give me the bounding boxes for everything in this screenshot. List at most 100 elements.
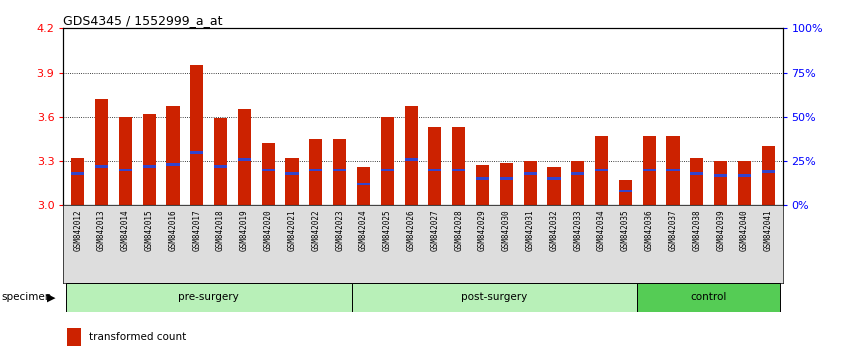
Bar bbox=[404, 107, 418, 205]
Bar bbox=[310, 139, 322, 205]
Text: GDS4345 / 1552999_a_at: GDS4345 / 1552999_a_at bbox=[63, 14, 223, 27]
Bar bbox=[428, 169, 442, 171]
Text: GSM842021: GSM842021 bbox=[288, 209, 297, 251]
Bar bbox=[118, 117, 132, 205]
Bar bbox=[690, 172, 703, 175]
Bar bbox=[476, 177, 489, 180]
Bar bbox=[214, 165, 228, 168]
Bar bbox=[285, 158, 299, 205]
Bar bbox=[143, 165, 156, 168]
Text: GSM842025: GSM842025 bbox=[382, 209, 392, 251]
Text: GSM842024: GSM842024 bbox=[359, 209, 368, 251]
Text: GSM842013: GSM842013 bbox=[97, 209, 106, 251]
Text: GSM842020: GSM842020 bbox=[264, 209, 272, 251]
Text: GSM842026: GSM842026 bbox=[407, 209, 415, 251]
Bar bbox=[452, 127, 465, 205]
Bar bbox=[714, 174, 728, 177]
Text: GSM842037: GSM842037 bbox=[668, 209, 678, 251]
Bar bbox=[190, 151, 203, 154]
Bar bbox=[167, 107, 179, 205]
Text: GSM842033: GSM842033 bbox=[574, 209, 582, 251]
Bar bbox=[381, 117, 394, 205]
Bar bbox=[261, 169, 275, 171]
Text: GSM842030: GSM842030 bbox=[502, 209, 511, 251]
Text: GSM842034: GSM842034 bbox=[597, 209, 606, 251]
Bar bbox=[571, 161, 585, 205]
Bar bbox=[618, 190, 632, 193]
Text: GSM842012: GSM842012 bbox=[74, 209, 82, 251]
Text: GSM842028: GSM842028 bbox=[454, 209, 464, 251]
Bar bbox=[547, 167, 561, 205]
Text: GSM842029: GSM842029 bbox=[478, 209, 487, 251]
Text: GSM842040: GSM842040 bbox=[740, 209, 749, 251]
Bar bbox=[238, 109, 251, 205]
Text: GSM842016: GSM842016 bbox=[168, 209, 178, 251]
Bar bbox=[667, 169, 679, 171]
Text: GSM842014: GSM842014 bbox=[121, 209, 129, 251]
Bar bbox=[643, 169, 656, 171]
Bar bbox=[333, 169, 346, 171]
Bar bbox=[71, 172, 85, 175]
Bar bbox=[618, 180, 632, 205]
Bar bbox=[595, 136, 608, 205]
Bar bbox=[667, 136, 679, 205]
Bar bbox=[357, 167, 370, 205]
Text: pre-surgery: pre-surgery bbox=[179, 292, 239, 302]
Bar bbox=[500, 162, 513, 205]
Text: GSM842027: GSM842027 bbox=[431, 209, 439, 251]
Bar bbox=[261, 143, 275, 205]
Text: GSM842022: GSM842022 bbox=[311, 209, 321, 251]
Bar bbox=[476, 166, 489, 205]
Bar bbox=[738, 174, 751, 177]
Bar bbox=[352, 283, 637, 312]
Bar bbox=[167, 163, 179, 166]
Bar bbox=[285, 172, 299, 175]
Bar bbox=[95, 99, 108, 205]
Text: GSM842017: GSM842017 bbox=[192, 209, 201, 251]
Bar bbox=[500, 177, 513, 180]
Bar bbox=[214, 118, 228, 205]
Bar bbox=[428, 127, 442, 205]
Bar bbox=[595, 169, 608, 171]
Bar bbox=[714, 161, 728, 205]
Text: GSM842031: GSM842031 bbox=[525, 209, 535, 251]
Text: post-surgery: post-surgery bbox=[461, 292, 528, 302]
Bar bbox=[95, 165, 108, 168]
Bar bbox=[643, 136, 656, 205]
Text: GSM842032: GSM842032 bbox=[549, 209, 558, 251]
Text: GSM842036: GSM842036 bbox=[645, 209, 654, 251]
Bar bbox=[524, 161, 536, 205]
Text: ▶: ▶ bbox=[47, 292, 55, 302]
Bar bbox=[524, 172, 536, 175]
Text: transformed count: transformed count bbox=[89, 332, 186, 342]
Bar bbox=[761, 170, 775, 173]
Text: control: control bbox=[690, 292, 727, 302]
Bar bbox=[761, 146, 775, 205]
Bar bbox=[238, 158, 251, 161]
Text: specimen: specimen bbox=[2, 292, 52, 302]
Bar bbox=[333, 139, 346, 205]
Bar bbox=[67, 328, 81, 346]
Bar bbox=[690, 158, 703, 205]
Bar bbox=[143, 114, 156, 205]
Text: GSM842039: GSM842039 bbox=[717, 209, 725, 251]
Bar bbox=[404, 158, 418, 161]
Text: GSM842038: GSM842038 bbox=[692, 209, 701, 251]
Bar bbox=[357, 183, 370, 185]
Bar bbox=[118, 169, 132, 171]
Bar bbox=[637, 283, 780, 312]
Bar bbox=[547, 177, 561, 180]
Bar bbox=[381, 169, 394, 171]
Bar bbox=[310, 169, 322, 171]
Bar bbox=[66, 283, 352, 312]
Bar bbox=[452, 169, 465, 171]
Text: GSM842023: GSM842023 bbox=[335, 209, 344, 251]
Text: GSM842015: GSM842015 bbox=[145, 209, 154, 251]
Text: GSM842035: GSM842035 bbox=[621, 209, 630, 251]
Bar bbox=[571, 172, 585, 175]
Text: GSM842019: GSM842019 bbox=[240, 209, 249, 251]
Bar bbox=[738, 161, 751, 205]
Text: GSM842018: GSM842018 bbox=[216, 209, 225, 251]
Bar bbox=[190, 65, 203, 205]
Text: GSM842041: GSM842041 bbox=[764, 209, 772, 251]
